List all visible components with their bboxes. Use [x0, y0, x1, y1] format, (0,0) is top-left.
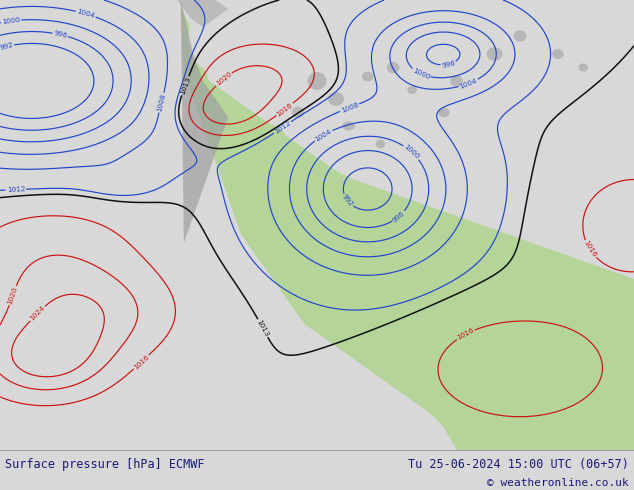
- Ellipse shape: [387, 62, 399, 73]
- Text: 996: 996: [391, 210, 406, 223]
- Text: 1012: 1012: [6, 186, 25, 193]
- Text: 1013: 1013: [179, 76, 191, 96]
- Text: 1008: 1008: [340, 101, 359, 114]
- Text: 996: 996: [441, 60, 456, 69]
- Ellipse shape: [362, 72, 373, 81]
- Ellipse shape: [307, 72, 327, 90]
- Ellipse shape: [514, 30, 526, 42]
- Ellipse shape: [552, 49, 564, 59]
- Text: 1016: 1016: [456, 327, 475, 342]
- Text: Surface pressure [hPa] ECMWF: Surface pressure [hPa] ECMWF: [5, 458, 205, 471]
- Text: Tu 25-06-2024 15:00 UTC (06+57): Tu 25-06-2024 15:00 UTC (06+57): [408, 458, 629, 471]
- Ellipse shape: [578, 63, 588, 72]
- Text: 1000: 1000: [1, 17, 21, 25]
- Text: 1012: 1012: [273, 120, 292, 135]
- Text: 996: 996: [53, 30, 68, 39]
- Text: 992: 992: [0, 42, 14, 51]
- Ellipse shape: [375, 140, 385, 148]
- Text: 1013: 1013: [256, 318, 270, 338]
- Ellipse shape: [408, 86, 417, 94]
- Text: 1008: 1008: [157, 93, 167, 112]
- Text: © weatheronline.co.uk: © weatheronline.co.uk: [487, 478, 629, 488]
- Text: 1016: 1016: [275, 101, 294, 118]
- Text: 992: 992: [341, 194, 354, 208]
- Ellipse shape: [438, 107, 450, 118]
- Text: 1000: 1000: [403, 144, 420, 161]
- Ellipse shape: [292, 107, 304, 118]
- Ellipse shape: [342, 122, 355, 130]
- Text: 1004: 1004: [314, 128, 333, 143]
- Polygon shape: [181, 0, 634, 450]
- Ellipse shape: [328, 92, 344, 106]
- Ellipse shape: [487, 47, 503, 61]
- Text: 1016: 1016: [583, 240, 597, 259]
- Polygon shape: [181, 0, 228, 243]
- Text: 1020: 1020: [214, 71, 233, 87]
- Text: 1004: 1004: [76, 8, 96, 19]
- Text: 1016: 1016: [133, 354, 150, 370]
- Polygon shape: [178, 0, 228, 27]
- Text: 1000: 1000: [411, 67, 430, 80]
- Ellipse shape: [450, 75, 463, 87]
- Text: 1004: 1004: [459, 77, 478, 90]
- Text: 1020: 1020: [7, 286, 19, 305]
- Text: 1024: 1024: [29, 305, 46, 322]
